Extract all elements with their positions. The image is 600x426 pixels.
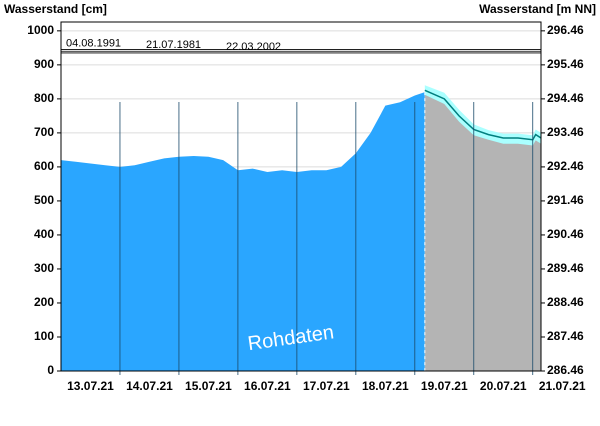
y2-tick-label: 295.46 [547, 57, 584, 71]
y-axis-label: Wasserstand [cm] [4, 2, 107, 16]
y-tick-label: 0 [47, 363, 54, 377]
x-tick-label: 13.07.21 [67, 379, 114, 393]
mark-label: 22.03.2002 [226, 41, 281, 53]
x-tick-label: 21.07.21 [539, 379, 586, 393]
x-tick-label: 20.07.21 [480, 379, 527, 393]
y2-axis-label: Wasserstand [m NN] [479, 2, 596, 16]
y2-tick-label: 290.46 [547, 227, 584, 241]
x-tick-label: 15.07.21 [185, 379, 232, 393]
y2-tick-label: 287.46 [547, 329, 584, 343]
mark-label: 21.07.1981 [146, 39, 201, 51]
y-tick-label: 1000 [27, 23, 54, 37]
y2-tick-label: 288.46 [547, 295, 584, 309]
x-tick-label: 19.07.21 [421, 379, 468, 393]
y2-tick-label: 291.46 [547, 193, 584, 207]
y2-tick-label: 289.46 [547, 261, 584, 275]
y-tick-label: 700 [34, 125, 54, 139]
forecast-lower-area [424, 94, 541, 372]
forecast-line [424, 89, 542, 141]
x-tick-label: 16.07.21 [244, 379, 291, 393]
plot-frame [60, 21, 542, 372]
x-tick-label: 17.07.21 [303, 379, 350, 393]
y2-tick-label: 293.46 [547, 125, 584, 139]
y-tick-label: 600 [34, 159, 54, 173]
y-tick-label: 900 [34, 57, 54, 71]
mark-label: 04.08.1991 [66, 37, 121, 49]
y-tick-label: 400 [34, 227, 54, 241]
measured-area [61, 92, 425, 371]
y-tick-label: 100 [34, 329, 54, 343]
y2-tick-label: 286.46 [547, 363, 584, 377]
y-tick-label: 300 [34, 261, 54, 275]
y-tick-label: 800 [34, 91, 54, 105]
x-tick-label: 18.07.21 [362, 379, 409, 393]
y2-tick-label: 292.46 [547, 159, 584, 173]
y-tick-label: 500 [34, 193, 54, 207]
x-tick-label: 14.07.21 [126, 379, 173, 393]
y2-tick-label: 296.46 [547, 23, 584, 37]
y2-tick-label: 294.46 [547, 91, 584, 105]
y-tick-label: 200 [34, 295, 54, 309]
